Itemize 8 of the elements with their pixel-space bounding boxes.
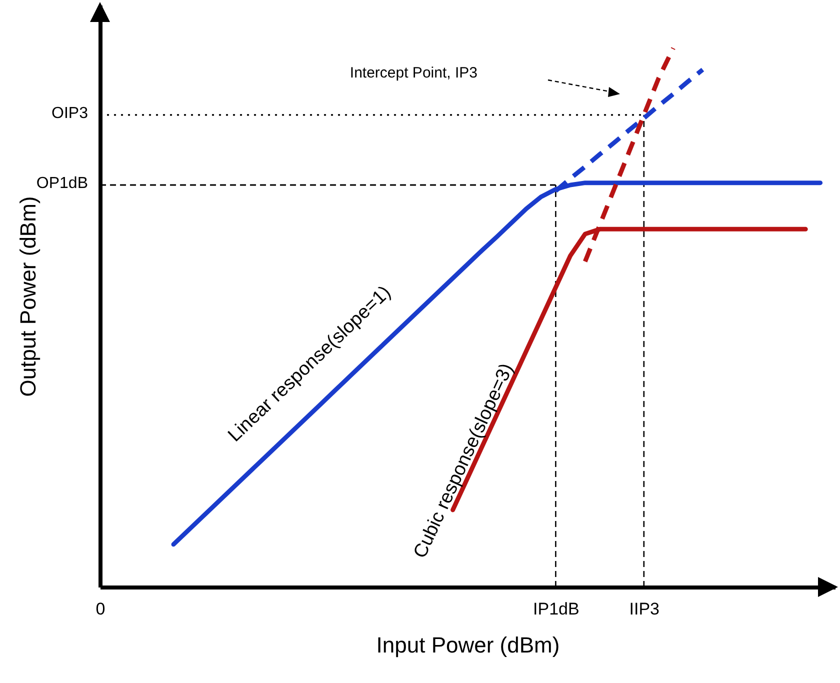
x-axis-title: Input Power (dBm) xyxy=(376,632,560,658)
y-axis-title: Output Power (dBm) xyxy=(16,196,40,397)
ref-line-label: OP1dB xyxy=(36,174,88,192)
x-tick-label: IP1dB xyxy=(533,600,580,618)
ref-line-label: OIP3 xyxy=(52,104,88,122)
x-tick-label: IIP3 xyxy=(629,600,660,618)
annotation: Intercept Point, IP3 xyxy=(350,64,478,82)
x-tick-label: 0 xyxy=(96,600,106,618)
